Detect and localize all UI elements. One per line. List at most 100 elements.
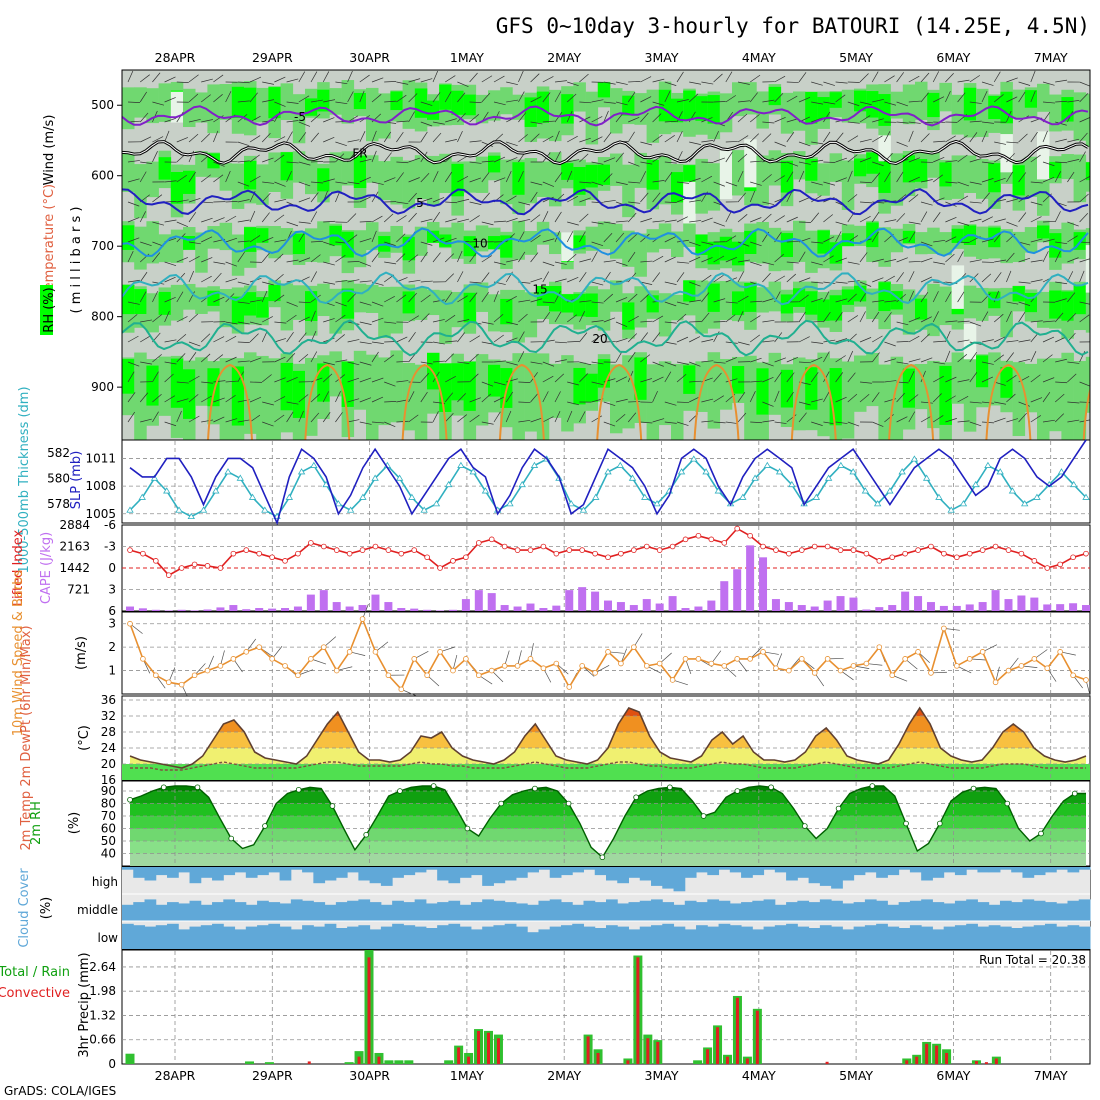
top-date-2MAY: 2MAY: [547, 50, 581, 65]
wind-speed-point-44: [695, 656, 702, 662]
cloud-high-63: [831, 867, 843, 889]
cloud-low-2: [144, 926, 157, 949]
precip-conv-35: [477, 1030, 481, 1064]
cloud-low-19: [335, 928, 348, 949]
pressure-tick-600: 600: [91, 169, 114, 183]
cloud-high-75: [966, 867, 978, 870]
cloud-middle-53: [718, 900, 731, 921]
upper-wind-label: Wind (m/s): [42, 115, 57, 186]
lifted-index-point-50: [773, 547, 779, 553]
wind-speed-point-64: [954, 663, 960, 669]
bottom-date-6MAY: 6MAY: [936, 1068, 970, 1083]
wind-speed-point-22: [411, 656, 418, 662]
temp-unit: (°C): [77, 725, 92, 751]
cloud-high-49: [673, 867, 686, 892]
cloud-middle-60: [797, 900, 810, 921]
cloud-middle-18: [324, 904, 337, 921]
cloud-middle-3: [155, 904, 168, 921]
cloud-high-12: [257, 867, 269, 876]
precip-total-28: [404, 1060, 414, 1064]
cloud-middle-16: [302, 900, 314, 921]
lifted-index-point-55: [837, 547, 844, 553]
cloud-middle-35: [515, 903, 528, 921]
cloud-high-45: [628, 867, 641, 878]
cape-bar-27: [474, 590, 483, 611]
cape-bar-70: [1030, 597, 1039, 611]
lifted-index-point-16: [333, 547, 340, 553]
thickness-point-4: [175, 506, 183, 513]
wind-speed-point-21: [398, 686, 405, 693]
temp-label: 2m Temp 2m DewPt (6hr Min/Max): [19, 625, 34, 850]
lifted-index-point-73: [1070, 554, 1076, 561]
temperature-panel: 36 32 28 24 20 16 2m Temp 2m DewPt (6hr Min/M…: [19, 625, 1091, 851]
wind-barbs: [127, 70, 1090, 427]
cloud-middle-8: [212, 902, 224, 921]
wind-speed-point-66: [979, 649, 986, 655]
wind-speed-point-52: [798, 656, 805, 662]
precip-conv-34: [467, 1056, 471, 1064]
lifted-index-point-22: [411, 547, 418, 553]
cloud-middle-69: [898, 902, 911, 921]
lifted-index-point-26: [463, 554, 469, 561]
thickness-point-37: [579, 506, 588, 513]
thickness-point-45: [677, 468, 686, 475]
lifted-index-point-63: [941, 550, 947, 557]
thickness-point-71: [996, 468, 1004, 475]
wind-speed-point-37: [605, 649, 611, 655]
cloud-high-30: [459, 867, 472, 878]
cloud-low-57: [763, 926, 776, 949]
cloud-low-70: [909, 925, 922, 949]
cloud-high-11: [245, 867, 258, 878]
cape-bar-31: [526, 603, 535, 611]
cloud-high-1: [133, 867, 146, 878]
cloud-low-29: [448, 923, 461, 949]
cloud-high-24: [392, 867, 404, 878]
contour-label-5: 5: [416, 196, 424, 210]
pressure-tick-900: 900: [91, 380, 114, 394]
cloud-middle-30: [459, 904, 472, 921]
thickness-point-66: [935, 493, 943, 500]
cape-bar-41: [655, 603, 664, 611]
cloud-middle-72: [932, 902, 945, 921]
cloud-middle-12: [257, 900, 269, 921]
cloud-middle-79: [1011, 902, 1023, 921]
cloud-high-28: [437, 867, 449, 881]
thickness-point-63: [898, 468, 906, 475]
cloud-middle-34: [504, 902, 517, 921]
cloud-high-64: [842, 867, 855, 881]
cape-bar-51: [784, 602, 793, 611]
rh-point-63: [835, 805, 842, 812]
top-date-1MAY: 1MAY: [450, 50, 484, 65]
wind-speed-point-57: [863, 660, 870, 667]
wind-speed-point-49: [760, 649, 766, 655]
cloud-low-67: [876, 923, 888, 949]
temp-line: [129, 706, 1087, 769]
li-tick--6: -6: [104, 518, 116, 532]
cloud-low-56: [752, 929, 765, 949]
bottom-date-2MAY: 2MAY: [547, 1068, 581, 1083]
cloud-middle-51: [696, 902, 708, 921]
wind-speed-point-24: [437, 649, 443, 655]
cloud-bars: [122, 867, 1091, 949]
cloud-low-30: [459, 926, 472, 949]
cloud-high-80: [1022, 867, 1035, 878]
cloud-high-26: [414, 867, 427, 873]
cloud-high-54: [729, 867, 742, 873]
rh-point-78: [1004, 800, 1011, 807]
thickness-point-52: [763, 461, 772, 468]
cloud-low-26: [414, 926, 427, 949]
contour-15: [122, 271, 1089, 306]
top-date-6MAY: 6MAY: [936, 50, 970, 65]
cape-bar-61: [914, 596, 923, 611]
cloud-middle-47: [651, 899, 663, 921]
cloud-middle-55: [741, 902, 753, 921]
cloud-low-75: [966, 923, 978, 949]
thickness-point-8: [224, 468, 232, 475]
thickness-point-22: [395, 474, 404, 481]
cloud-low-28: [437, 925, 449, 949]
temp-tick-20: 20: [101, 757, 116, 771]
precip-conv-23: [357, 1056, 361, 1064]
cape-bar-42: [668, 596, 677, 611]
cloud-middle-49: [673, 904, 686, 921]
rh-point-12: [262, 823, 268, 829]
